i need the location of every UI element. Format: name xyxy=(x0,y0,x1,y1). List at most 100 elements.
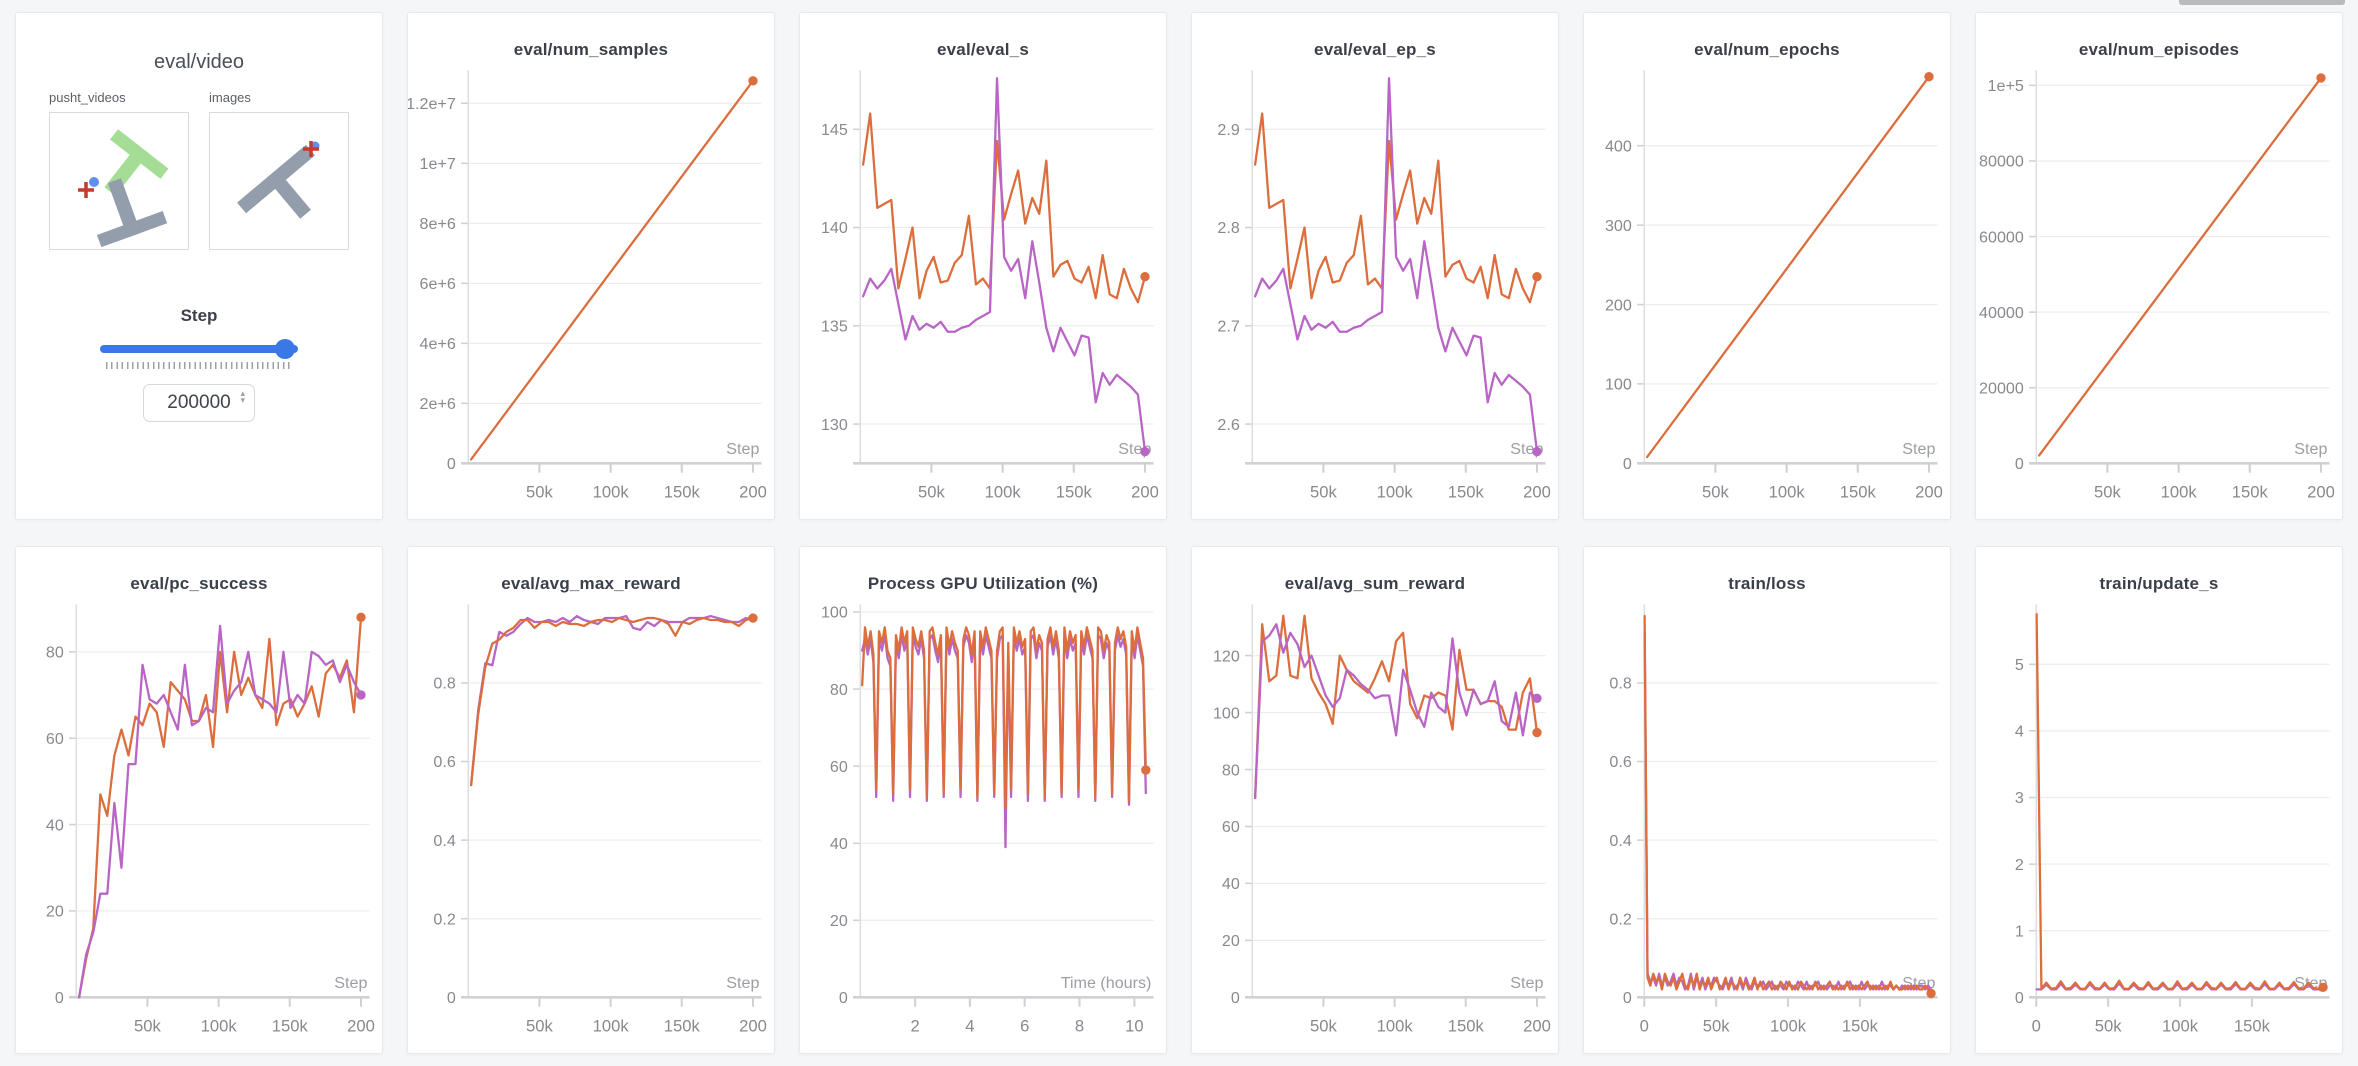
slider-tick-marks xyxy=(106,362,292,369)
slider-track[interactable] xyxy=(100,345,298,353)
svg-text:50k: 50k xyxy=(1702,483,1729,502)
svg-text:0: 0 xyxy=(55,989,64,1007)
agent-dot xyxy=(89,177,99,187)
svg-text:0.8: 0.8 xyxy=(433,675,455,693)
svg-text:50k: 50k xyxy=(526,1017,553,1036)
svg-text:1: 1 xyxy=(2015,922,2024,940)
svg-text:100: 100 xyxy=(1605,376,1632,394)
svg-text:100k: 100k xyxy=(985,483,1022,502)
chart-eval-avg-max-reward[interactable]: 0 0.2 0.4 0.6 0.8 50k 100k 150k 200 Step xyxy=(408,596,774,1049)
svg-text:2: 2 xyxy=(2015,856,2024,874)
svg-text:Time (hours): Time (hours) xyxy=(1061,974,1152,992)
chart-gpu-utilization[interactable]: 0 20 40 60 80 100 2 4 6 8 10 Time (hours) xyxy=(800,596,1166,1049)
svg-text:8: 8 xyxy=(1075,1017,1084,1036)
svg-text:0.2: 0.2 xyxy=(1609,910,1631,928)
panel-eval-video: eval/video pusht_videos xyxy=(15,12,383,520)
slider-handle[interactable] xyxy=(275,339,295,359)
svg-text:100k: 100k xyxy=(1769,483,1806,502)
media-item-pusht-videos: pusht_videos xyxy=(49,90,189,250)
svg-text:2.9: 2.9 xyxy=(1217,121,1239,139)
svg-text:150k: 150k xyxy=(2232,483,2269,502)
panel-eval-num-samples: eval/num_samples 0 2e+6 4e+6 6e+6 8e+6 1e+7 1.… xyxy=(407,12,775,520)
chart-title: Process GPU Utilization (%) xyxy=(867,574,1099,593)
chart-eval-pc-success[interactable]: 0 20 40 60 80 50k 100k 150k 200 Step xyxy=(16,596,382,1049)
stepper-arrows[interactable]: ▴ ▾ xyxy=(240,388,245,405)
chart-eval-avg-sum-reward[interactable]: 0 20 40 60 80 100 120 50k 100k 150k 200 Step xyxy=(1192,596,1558,1049)
chart-title: eval/pc_success xyxy=(130,574,268,593)
panel-eval-pc-success: eval/pc_success 0 20 40 60 80 50k 100k 150k 200 S… xyxy=(15,546,383,1054)
scrollbar-thumb[interactable] xyxy=(2179,0,2345,5)
svg-text:60000: 60000 xyxy=(1979,228,2024,246)
svg-text:1e+7: 1e+7 xyxy=(420,155,456,173)
svg-text:200: 200 xyxy=(1605,296,1632,314)
svg-text:0.4: 0.4 xyxy=(1609,832,1631,850)
svg-text:200: 200 xyxy=(1131,483,1159,502)
pusht-videos-thumbnail[interactable] xyxy=(49,112,189,250)
svg-text:200: 200 xyxy=(1523,1017,1551,1036)
svg-text:40: 40 xyxy=(830,835,848,853)
svg-text:3: 3 xyxy=(2015,789,2024,807)
svg-text:150k: 150k xyxy=(1448,1017,1485,1036)
svg-text:4: 4 xyxy=(965,1017,974,1036)
chart-eval-num-samples[interactable]: 0 2e+6 4e+6 6e+6 8e+6 1e+7 1.2e+7 50k 100k 150k 20… xyxy=(408,62,774,515)
svg-text:150k: 150k xyxy=(1840,483,1877,502)
svg-text:0: 0 xyxy=(1640,1017,1649,1036)
chart-eval-num-epochs[interactable]: 0 100 200 300 400 50k 100k 150k 200 Step xyxy=(1584,62,1950,515)
chart-eval-num-episodes[interactable]: 0 20000 40000 60000 80000 1e+5 50k 100k 150k 200 S… xyxy=(1976,62,2342,515)
svg-text:5: 5 xyxy=(2015,656,2024,674)
svg-text:150k: 150k xyxy=(1842,1017,1879,1036)
svg-text:60: 60 xyxy=(1222,818,1240,836)
svg-text:4: 4 xyxy=(2015,723,2024,741)
svg-text:4e+6: 4e+6 xyxy=(420,335,456,353)
goal-cross-icon xyxy=(78,182,94,198)
svg-text:40: 40 xyxy=(46,816,64,834)
svg-text:20: 20 xyxy=(830,912,848,930)
svg-text:50k: 50k xyxy=(526,483,553,502)
svg-text:Step: Step xyxy=(726,974,759,992)
svg-text:40000: 40000 xyxy=(1979,304,2024,322)
gray-t-shape xyxy=(96,178,168,248)
images-thumbnail[interactable] xyxy=(209,112,349,250)
svg-text:60: 60 xyxy=(830,758,848,776)
svg-text:6e+6: 6e+6 xyxy=(420,275,456,293)
svg-text:2.8: 2.8 xyxy=(1217,219,1239,237)
svg-text:100k: 100k xyxy=(593,483,630,502)
svg-text:6: 6 xyxy=(1020,1017,1029,1036)
stepper-down-icon[interactable]: ▾ xyxy=(240,395,245,405)
panel-title: eval/video xyxy=(153,51,245,73)
svg-text:50k: 50k xyxy=(1310,1017,1337,1036)
svg-text:80000: 80000 xyxy=(1979,153,2024,171)
stepper-up-icon[interactable]: ▴ xyxy=(240,388,245,398)
svg-text:200: 200 xyxy=(1523,483,1551,502)
svg-text:60: 60 xyxy=(46,730,64,748)
svg-text:2e+6: 2e+6 xyxy=(420,395,456,413)
svg-text:200: 200 xyxy=(739,483,767,502)
svg-text:1.2e+7: 1.2e+7 xyxy=(408,95,456,113)
svg-text:0: 0 xyxy=(447,989,456,1007)
svg-text:100k: 100k xyxy=(1770,1017,1807,1036)
svg-text:200: 200 xyxy=(1915,483,1943,502)
svg-text:2: 2 xyxy=(910,1017,919,1036)
panel-eval-eval-ep-s: eval/eval_ep_s 2.6 2.7 2.8 2.9 50k 100k 150k 20… xyxy=(1191,12,1559,520)
svg-text:100k: 100k xyxy=(201,1017,238,1036)
svg-text:150k: 150k xyxy=(664,1017,701,1036)
gray-t-shape xyxy=(237,144,315,219)
svg-text:100k: 100k xyxy=(593,1017,630,1036)
step-value-input[interactable]: 200000 ▴ ▾ xyxy=(143,384,255,422)
svg-text:20: 20 xyxy=(1222,932,1240,950)
panel-eval-avg-max-reward: eval/avg_max_reward 0 0.2 0.4 0.6 0.8 50k 100k… xyxy=(407,546,775,1054)
svg-text:10: 10 xyxy=(1125,1017,1144,1036)
step-slider[interactable] xyxy=(100,339,298,359)
svg-text:50k: 50k xyxy=(1703,1017,1730,1036)
svg-text:150k: 150k xyxy=(664,483,701,502)
step-value: 200000 xyxy=(167,392,231,413)
svg-text:0: 0 xyxy=(447,455,456,473)
svg-text:100k: 100k xyxy=(2161,483,2198,502)
svg-text:50k: 50k xyxy=(2095,1017,2122,1036)
svg-text:100k: 100k xyxy=(1377,483,1414,502)
step-slider-label: Step xyxy=(180,306,218,325)
